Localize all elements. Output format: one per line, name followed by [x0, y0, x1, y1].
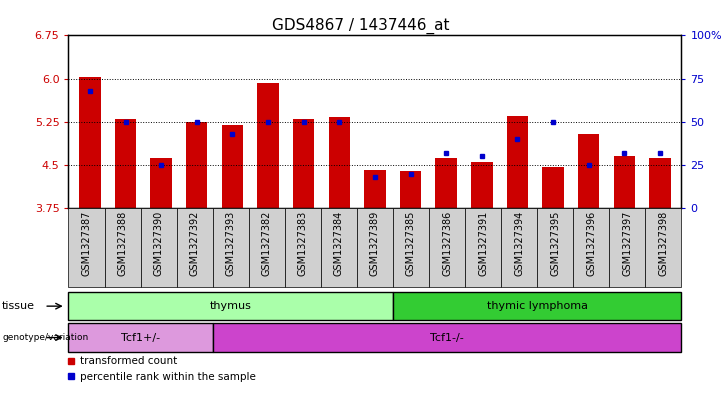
- Text: Tcf1+/-: Tcf1+/-: [121, 332, 160, 343]
- Bar: [115, 119, 136, 208]
- Text: GSM1327385: GSM1327385: [406, 211, 416, 276]
- Text: GSM1327392: GSM1327392: [190, 211, 200, 276]
- Bar: [542, 167, 564, 208]
- Text: GSM1327389: GSM1327389: [370, 211, 380, 276]
- Text: GSM1327387: GSM1327387: [81, 211, 92, 276]
- Text: GSM1327398: GSM1327398: [658, 211, 668, 276]
- Text: thymus: thymus: [210, 301, 252, 311]
- Bar: [471, 162, 492, 208]
- Bar: [400, 171, 421, 208]
- Text: thymic lymphoma: thymic lymphoma: [487, 301, 588, 311]
- Bar: [329, 117, 350, 208]
- Text: tissue: tissue: [2, 301, 35, 311]
- Text: GSM1327395: GSM1327395: [550, 211, 560, 276]
- Bar: [614, 156, 635, 208]
- Bar: [257, 83, 279, 208]
- Bar: [435, 158, 457, 208]
- Text: GSM1327396: GSM1327396: [586, 211, 596, 276]
- Text: GSM1327393: GSM1327393: [226, 211, 236, 276]
- Bar: [222, 125, 243, 208]
- Text: GSM1327394: GSM1327394: [514, 211, 524, 276]
- Legend: transformed count, percentile rank within the sample: transformed count, percentile rank withi…: [63, 352, 260, 386]
- Text: GSM1327383: GSM1327383: [298, 211, 308, 276]
- Bar: [507, 116, 528, 208]
- Bar: [364, 170, 386, 208]
- Bar: [186, 122, 208, 208]
- Bar: [79, 77, 100, 208]
- Bar: [650, 158, 671, 208]
- Bar: [293, 119, 314, 208]
- Text: GSM1327382: GSM1327382: [262, 211, 272, 276]
- Text: GSM1327388: GSM1327388: [118, 211, 128, 276]
- Text: genotype/variation: genotype/variation: [2, 333, 89, 342]
- Text: GSM1327390: GSM1327390: [154, 211, 164, 276]
- Bar: [151, 158, 172, 208]
- Text: Tcf1-/-: Tcf1-/-: [430, 332, 464, 343]
- Bar: [578, 134, 599, 208]
- Text: GSM1327384: GSM1327384: [334, 211, 344, 276]
- Text: GSM1327391: GSM1327391: [478, 211, 488, 276]
- Text: GSM1327386: GSM1327386: [442, 211, 452, 276]
- Text: GDS4867 / 1437446_at: GDS4867 / 1437446_at: [272, 18, 449, 34]
- Text: GSM1327397: GSM1327397: [622, 211, 632, 276]
